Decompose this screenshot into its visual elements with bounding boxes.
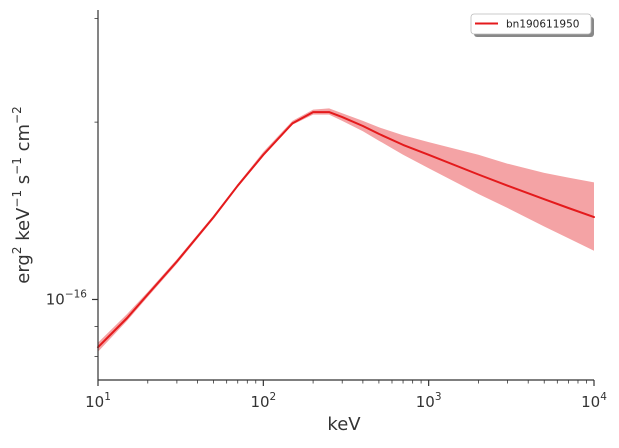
legend-box (470, 13, 592, 35)
x-axis-label: keV (327, 414, 361, 435)
x-tick-label: 102 (250, 391, 276, 411)
series-line-0 (97, 111, 595, 349)
y-axis-label: erg2 keV−1 s−1 cm−2 (10, 106, 34, 284)
x-tick-label: 103 (416, 391, 442, 411)
confidence-band-0 (98, 108, 594, 352)
legend: bn190611950 (470, 13, 594, 37)
y-tick-label: 10−16 (46, 288, 88, 308)
legend-label: bn190611950 (506, 19, 579, 31)
x-tick-label: 104 (581, 391, 607, 411)
x-tick-label: 101 (85, 391, 111, 411)
